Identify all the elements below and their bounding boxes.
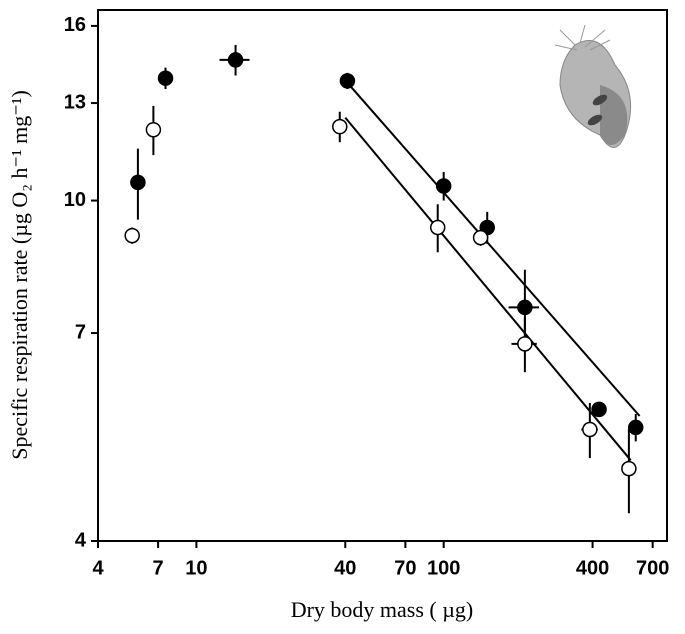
- y-axis-label: Specific respiration rate (µg O₂ h⁻¹ mg⁻…: [7, 90, 32, 460]
- y-tick-label: 10: [64, 189, 86, 211]
- x-tick-label: 40: [334, 557, 356, 579]
- x-tick-label: 400: [576, 557, 609, 579]
- y-tick-label: 13: [64, 91, 86, 113]
- x-tick-label: 700: [636, 557, 669, 579]
- point: [339, 73, 356, 89]
- fit-line: [344, 116, 632, 461]
- x-axis-label: Dry body mass ( µg): [291, 597, 474, 622]
- x-tick-label: 70: [394, 557, 416, 579]
- point: [332, 118, 348, 135]
- y-tick-label: 16: [64, 14, 86, 36]
- y-tick-label: 4: [75, 529, 87, 551]
- y-tick-label: 7: [75, 321, 86, 343]
- fit-line: [349, 85, 641, 417]
- point: [124, 227, 140, 244]
- point: [130, 174, 146, 191]
- point: [621, 460, 637, 477]
- daphnia-icon: [554, 24, 632, 148]
- x-tick-label: 4: [92, 557, 104, 579]
- x-tick-label: 100: [427, 557, 460, 579]
- point: [157, 70, 174, 86]
- point: [517, 336, 533, 352]
- x-tick-label: 10: [185, 557, 207, 579]
- point: [627, 419, 644, 436]
- point: [429, 219, 446, 236]
- plot-frame: [97, 9, 668, 542]
- point: [591, 401, 607, 418]
- point: [435, 178, 452, 194]
- x-tick-label: 7: [153, 557, 164, 579]
- point: [582, 421, 598, 438]
- point: [472, 229, 489, 246]
- point: [145, 121, 162, 138]
- point: [517, 299, 533, 316]
- point: [227, 52, 244, 68]
